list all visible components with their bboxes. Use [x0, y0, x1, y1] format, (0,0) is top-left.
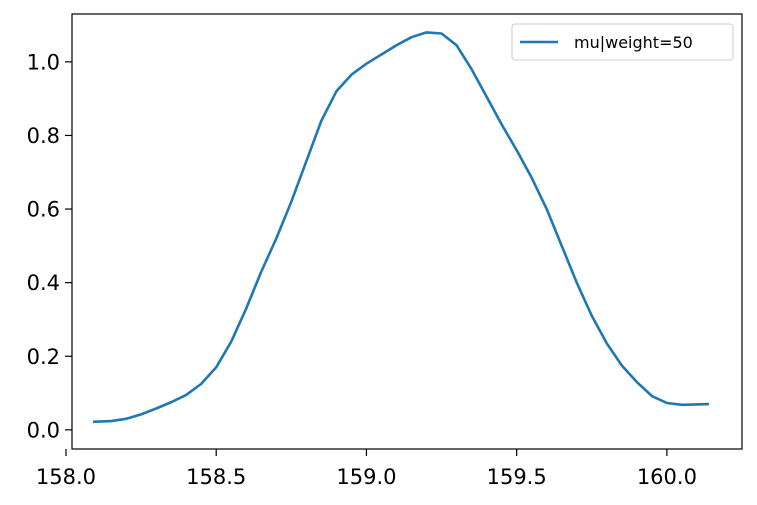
y-tick-label: 1.0 [27, 50, 60, 74]
x-tick-label: 159.5 [487, 465, 547, 489]
y-tick-label: 0.8 [27, 124, 60, 148]
y-tick-label: 0.4 [27, 271, 60, 295]
legend: mu|weight=50 [511, 23, 734, 61]
plot-frame [71, 13, 743, 450]
x-tick-label: 158.5 [186, 465, 246, 489]
series-line-0 [92, 31, 709, 424]
x-tick-label: 158.0 [36, 465, 96, 489]
y-tick-label: 0.6 [27, 198, 60, 222]
axes: 158.0 158.5 159.0 159.5 160.0 0.0 0.2 0.4 0.6 0.8… [27, 13, 743, 489]
y-tick-label: 0.0 [27, 418, 60, 442]
legend-box [511, 23, 734, 61]
x-tick-label: 160.0 [637, 465, 697, 489]
plot-area [92, 31, 709, 424]
y-tick-label: 0.2 [27, 345, 60, 369]
x-tick-label: 159.0 [336, 465, 396, 489]
legend-label: mu|weight=50 [574, 33, 693, 52]
